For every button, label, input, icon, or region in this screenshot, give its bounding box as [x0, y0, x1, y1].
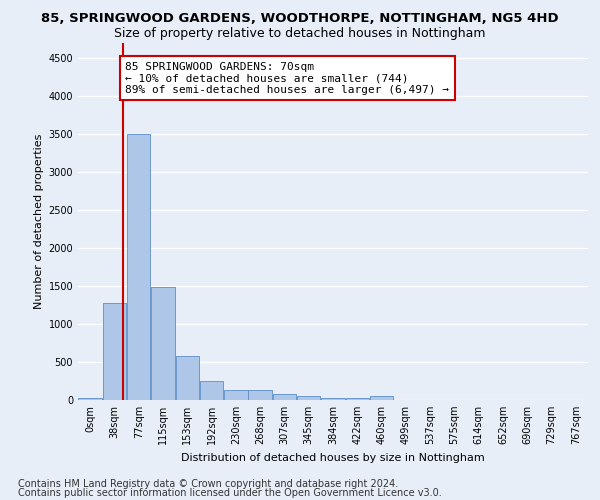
Bar	[79, 398, 102, 400]
Bar	[127, 134, 151, 400]
Bar	[200, 381, 223, 400]
Bar	[224, 390, 248, 400]
Text: 85 SPRINGWOOD GARDENS: 70sqm
← 10% of detached houses are smaller (744)
89% of s: 85 SPRINGWOOD GARDENS: 70sqm ← 10% of de…	[125, 62, 449, 94]
Bar	[272, 394, 296, 400]
Bar	[346, 398, 369, 400]
Bar	[370, 396, 394, 400]
Text: 85, SPRINGWOOD GARDENS, WOODTHORPE, NOTTINGHAM, NG5 4HD: 85, SPRINGWOOD GARDENS, WOODTHORPE, NOTT…	[41, 12, 559, 26]
X-axis label: Distribution of detached houses by size in Nottingham: Distribution of detached houses by size …	[181, 452, 485, 462]
Bar	[151, 288, 175, 400]
Bar	[248, 390, 272, 400]
Y-axis label: Number of detached properties: Number of detached properties	[34, 134, 44, 309]
Bar	[321, 398, 345, 400]
Bar	[176, 356, 199, 400]
Text: Contains public sector information licensed under the Open Government Licence v3: Contains public sector information licen…	[18, 488, 442, 498]
Text: Size of property relative to detached houses in Nottingham: Size of property relative to detached ho…	[114, 28, 486, 40]
Text: Contains HM Land Registry data © Crown copyright and database right 2024.: Contains HM Land Registry data © Crown c…	[18, 479, 398, 489]
Bar	[103, 304, 126, 400]
Bar	[297, 396, 320, 400]
